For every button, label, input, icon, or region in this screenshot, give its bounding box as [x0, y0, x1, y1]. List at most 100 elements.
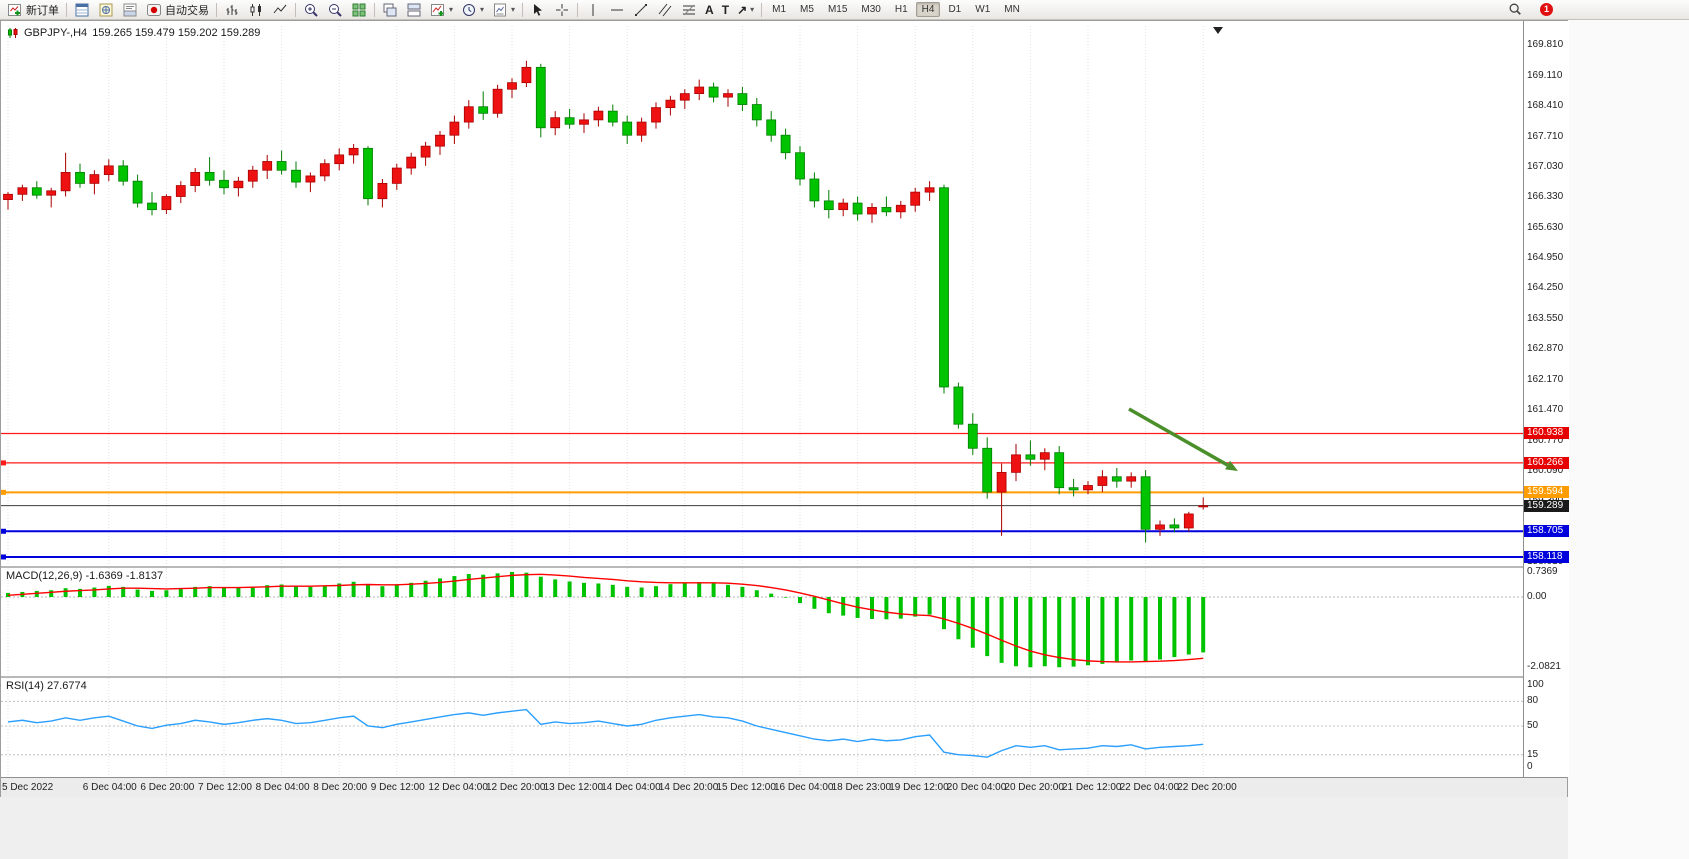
candlestick-icon [250, 3, 261, 16]
price-tick-label: 164.250 [1527, 282, 1564, 294]
price-tick-label: 167.030 [1527, 160, 1564, 172]
channel-icon [658, 3, 672, 16]
time-axis-label: 16 Dec 04:00 [774, 782, 834, 793]
price-badge: 159.594 [1524, 486, 1569, 499]
arrows-tool-button[interactable]: ↗ ▾ [733, 0, 758, 19]
line-chart-mode-button[interactable] [268, 0, 292, 19]
price-badge: 159.289 [1524, 499, 1569, 512]
autotrading-icon [147, 3, 161, 16]
crosshair-icon [556, 3, 569, 16]
market-watch-button[interactable] [70, 0, 94, 19]
zoom-in-button[interactable] [299, 0, 323, 19]
candlestick-mode-button[interactable] [244, 0, 268, 19]
cascade-windows-button[interactable] [378, 0, 402, 19]
notification-badge[interactable]: 1 [1540, 2, 1553, 16]
rsi-axis-label: 0 [1527, 761, 1533, 772]
template-icon [494, 3, 507, 16]
arrow-annotation[interactable] [1128, 407, 1238, 471]
time-axis-label: 5 Dec 2022 [2, 782, 54, 793]
vertical-line-icon [592, 3, 594, 16]
rsi-layer [7, 708, 1204, 758]
periods-dropdown-caret[interactable]: ▾ [480, 4, 485, 14]
arrange-windows-icon [407, 3, 421, 16]
hlines-layer[interactable] [1, 432, 1523, 560]
chart-symbol-icon [8, 28, 18, 38]
search-icon[interactable] [1508, 2, 1522, 16]
pane-separators[interactable] [1, 566, 1523, 678]
new-order-icon [8, 3, 21, 16]
zoom-out-button[interactable] [323, 0, 347, 19]
text-label-icon: T [721, 2, 730, 17]
horizontal-line-icon [611, 9, 624, 10]
chart-window[interactable]: GBPJPY-,H4 159.265 159.479 159.202 159.2… [0, 20, 1569, 798]
new-order-label: 新订单 [26, 4, 59, 17]
timeframe-button-m15[interactable]: M15 [827, 4, 848, 15]
rsi-axis-label: 15 [1527, 748, 1539, 760]
bar-chart-icon [226, 4, 238, 15]
timeframe-button-d1[interactable]: D1 [948, 4, 962, 15]
price-badge: 158.705 [1524, 525, 1569, 538]
arrange-windows-button[interactable] [402, 0, 426, 19]
indicators-dropdown-caret[interactable]: ▾ [449, 4, 454, 14]
rsi-indicator-label: RSI(14) 27.6774 [6, 680, 87, 692]
line-chart-icon [273, 4, 287, 13]
vertical-line-tool-button[interactable] [581, 0, 605, 19]
time-axis-label: 13 Dec 12:00 [543, 782, 604, 793]
time-axis-label: 19 Dec 12:00 [889, 782, 949, 793]
time-axis-label: 6 Dec 20:00 [140, 782, 195, 793]
price-tick-label: 162.870 [1527, 342, 1564, 354]
timeframe-button-h1[interactable]: H1 [894, 4, 908, 15]
periods-button[interactable]: ▾ [457, 0, 488, 19]
indicators-button[interactable]: ▾ [426, 0, 457, 19]
time-axis-label: 8 Dec 04:00 [255, 782, 310, 793]
price-tick-label: 169.810 [1527, 39, 1564, 50]
price-tick-label: 160.770 [1527, 434, 1564, 446]
fibonacci-tool-button[interactable] [677, 0, 701, 19]
price-axis[interactable]: 169.810 169.110 168.410 167.710 167.030 166.3… [1523, 21, 1569, 777]
tile-windows-button[interactable] [347, 0, 371, 19]
terminal-button[interactable] [118, 0, 142, 19]
new-order-button[interactable]: 新订单 [3, 0, 63, 19]
timeframe-button-m30[interactable]: M30 [861, 4, 881, 15]
text-label-tool-button[interactable]: T [718, 0, 733, 19]
channel-tool-button[interactable] [653, 0, 677, 19]
toolbar-right-group: 1 [1508, 2, 1553, 16]
macd-layer [6, 571, 1206, 668]
trendline-tool-button[interactable] [629, 0, 653, 19]
timeframe-button-m1[interactable]: M1 [772, 4, 787, 15]
timeframe-button-m5[interactable]: M5 [800, 4, 814, 15]
toolbar-separator [761, 2, 763, 17]
templates-dropdown-caret[interactable]: ▾ [511, 4, 516, 14]
horizontal-line-tool-button[interactable] [605, 0, 629, 19]
crosshair-tool-button[interactable] [550, 0, 574, 19]
rsi-axis-label: 80 [1527, 695, 1539, 707]
navigator-button[interactable] [94, 0, 118, 19]
chart-header: GBPJPY-,H4 159.265 159.479 159.202 159.2… [7, 27, 260, 39]
timeframe-button-h4[interactable]: H4 [915, 2, 941, 17]
fibonacci-icon [683, 4, 696, 15]
autotrading-button[interactable]: 自动交易 [142, 0, 213, 19]
timeframe-button-mn[interactable]: MN [1004, 4, 1020, 15]
bar-chart-mode-button[interactable] [220, 0, 244, 19]
price-tick-label: 161.470 [1527, 404, 1564, 416]
last-bar-marker [1213, 27, 1223, 34]
time-axis[interactable]: 5 Dec 2022 6 Dec 04:00 6 Dec 20:00 7 Dec 12… [1, 777, 1567, 798]
timeframe-button-w1[interactable]: W1 [975, 4, 991, 15]
chart-canvas[interactable] [1, 21, 1523, 777]
chart-symbol-period: GBPJPY-,H4 [24, 27, 88, 39]
navigator-icon [99, 3, 113, 16]
time-axis-label: 18 Dec 23:00 [831, 782, 892, 793]
templates-button[interactable]: ▾ [488, 0, 519, 19]
time-axis-label: 22 Dec 04:00 [1119, 782, 1180, 793]
terminal-icon [123, 3, 137, 16]
chart-ohlc-values: 159.265 159.479 159.202 159.289 [92, 27, 261, 39]
price-badge: 160.938 [1524, 427, 1569, 440]
price-tick-label: 168.410 [1527, 100, 1564, 112]
time-axis-label: 12 Dec 20:00 [486, 782, 546, 793]
time-axis-label: 12 Dec 04:00 [428, 782, 488, 793]
text-tool-button[interactable]: A [701, 0, 718, 19]
trendline-icon [635, 3, 648, 16]
cursor-tool-button[interactable] [526, 0, 550, 19]
arrows-dropdown-caret[interactable]: ▾ [750, 4, 755, 14]
time-axis-label: 21 Dec 12:00 [1062, 782, 1122, 793]
